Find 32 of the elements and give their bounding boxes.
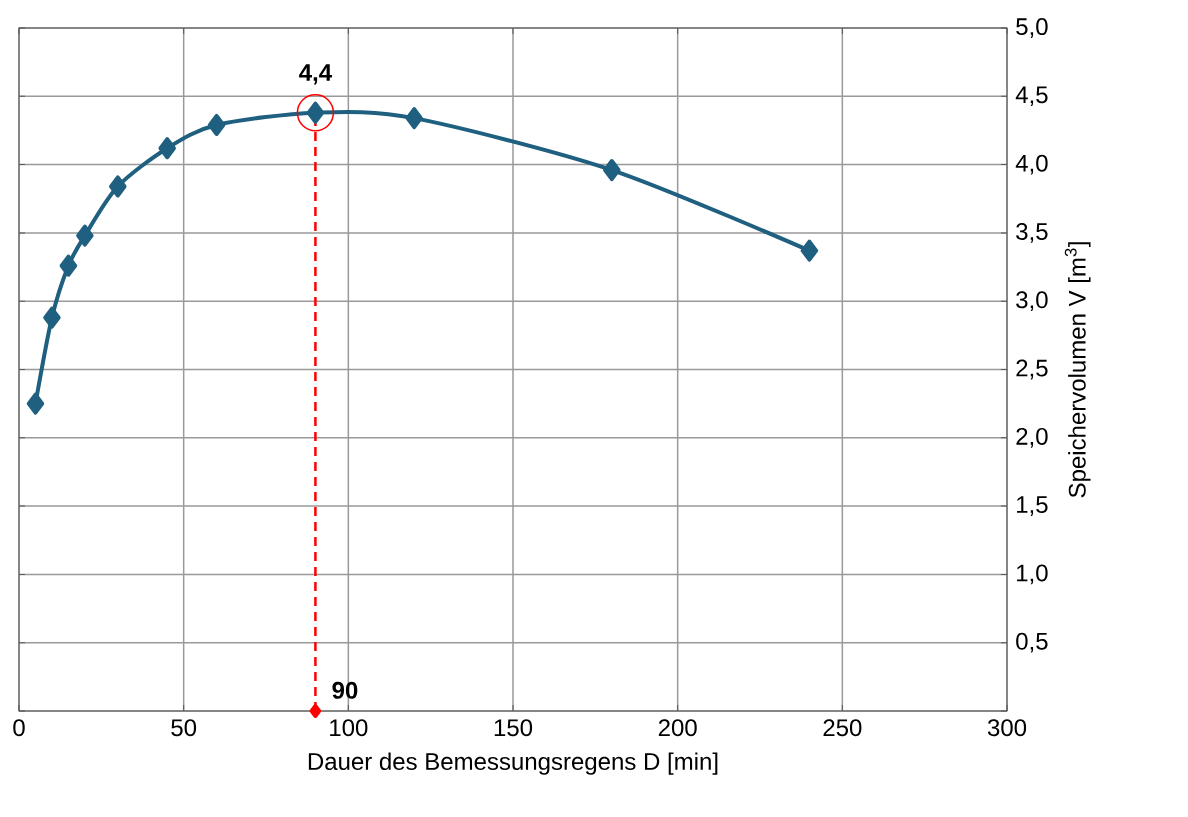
point: [405, 107, 423, 130]
x-tick-label: 50: [171, 719, 197, 737]
x-tick-label: 250: [823, 719, 862, 737]
point: [59, 254, 78, 277]
ref-line-label: 90: [332, 681, 358, 699]
y-tick-label: 4,0: [1015, 154, 1048, 175]
x-tick-label: 200: [658, 719, 697, 737]
y-tick-label: 0,5: [1016, 632, 1048, 653]
point: [158, 137, 176, 160]
x-tick-label: 100: [330, 719, 368, 737]
point: [43, 306, 61, 329]
y-tick-label: 3,0: [1016, 291, 1048, 312]
point: [207, 113, 226, 136]
y-tick-label: 2,0: [1016, 427, 1048, 448]
y-tick-label: 3,5: [1016, 222, 1048, 243]
point: [309, 704, 322, 718]
point: [800, 239, 819, 262]
x-tick-label: 300: [987, 719, 1027, 737]
y-tick-label: 4,5: [1015, 86, 1048, 107]
point: [109, 175, 127, 198]
x-tick-label: 150: [494, 719, 533, 737]
y-tick-label: 5,0: [1016, 18, 1048, 38]
y-tick-label: 2,5: [1016, 359, 1048, 380]
annotation: 4,4: [299, 64, 332, 85]
x-tick-label: 0: [13, 719, 25, 737]
x-axis-title: Dauer des Bemessungsregens D [min]: [308, 752, 718, 775]
point: [26, 392, 45, 415]
point: [603, 159, 621, 182]
y-tick-label: 1,0: [1017, 564, 1048, 585]
point: [76, 224, 94, 247]
y-axis-title: Speichervolumen V [m$^{3}$]: [1064, 242, 1091, 498]
y-tick-label: 1,5: [1017, 496, 1048, 516]
